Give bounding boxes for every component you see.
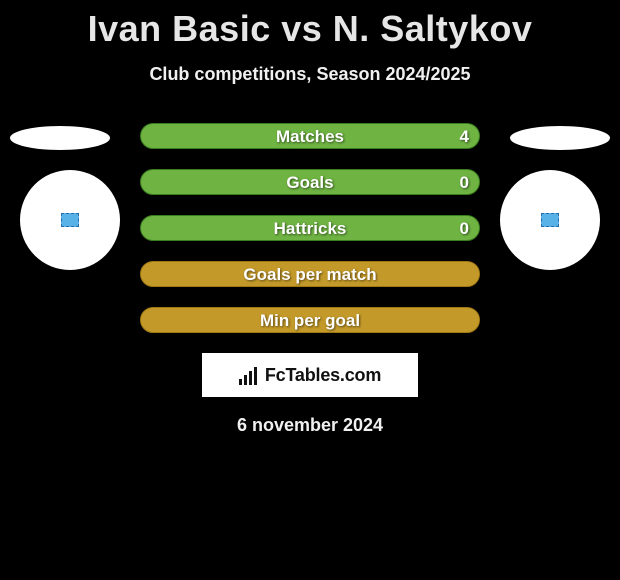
branding-badge: FcTables.com <box>202 353 418 397</box>
stat-label: Matches <box>141 124 479 150</box>
branding-text: FcTables.com <box>265 365 381 386</box>
flag-icon <box>61 213 79 227</box>
flag-icon <box>541 213 559 227</box>
player-left-ellipse <box>10 126 110 150</box>
stat-label: Hattricks <box>141 216 479 242</box>
stat-label: Min per goal <box>141 308 479 334</box>
stat-row: Matches4 <box>140 123 480 149</box>
stat-value-right: 4 <box>460 124 469 150</box>
footer-date: 6 november 2024 <box>0 415 620 436</box>
stat-row: Goals0 <box>140 169 480 195</box>
stat-label: Goals per match <box>141 262 479 288</box>
comparison-card: Ivan Basic vs N. Saltykov Club competiti… <box>0 0 620 580</box>
stat-row: Hattricks0 <box>140 215 480 241</box>
stat-value-right: 0 <box>460 170 469 196</box>
stat-row: Min per goal <box>140 307 480 333</box>
stat-label: Goals <box>141 170 479 196</box>
stat-row: Goals per match <box>140 261 480 287</box>
subtitle: Club competitions, Season 2024/2025 <box>0 64 620 85</box>
page-title: Ivan Basic vs N. Saltykov <box>0 0 620 50</box>
player-right-ellipse <box>510 126 610 150</box>
stat-value-right: 0 <box>460 216 469 242</box>
player-right-badge <box>500 170 600 270</box>
bars-icon <box>239 365 257 385</box>
player-left-badge <box>20 170 120 270</box>
